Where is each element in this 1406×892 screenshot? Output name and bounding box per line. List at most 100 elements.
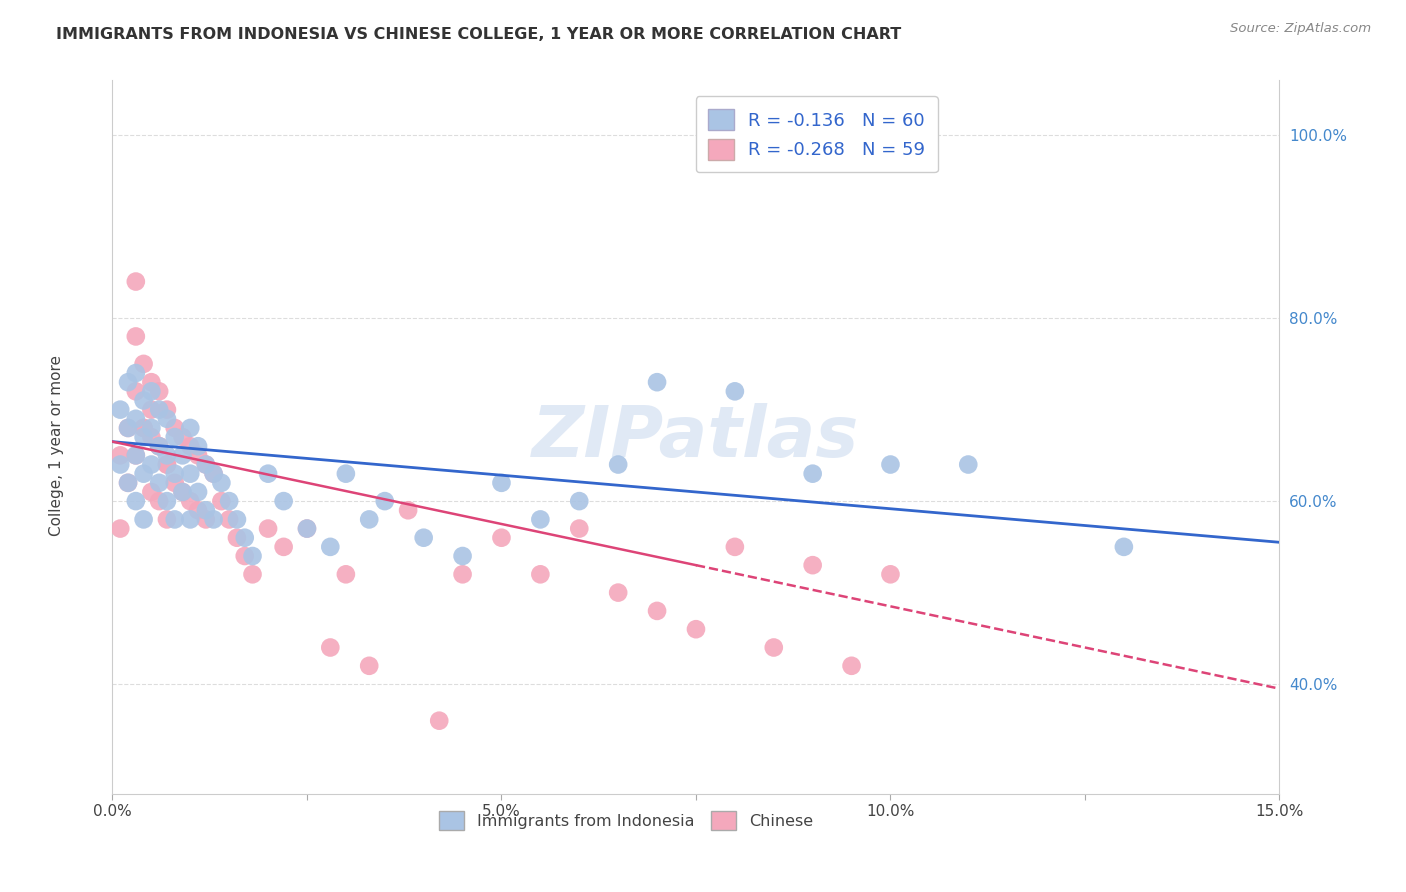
- Point: [156, 402, 179, 417]
- Point: [187, 503, 209, 517]
- Point: [957, 458, 980, 472]
- Point: [141, 485, 163, 500]
- Point: [117, 475, 139, 490]
- Point: [607, 458, 630, 472]
- Point: [194, 503, 217, 517]
- Point: [132, 467, 155, 481]
- Point: [156, 494, 179, 508]
- Point: [194, 512, 217, 526]
- Point: [156, 512, 179, 526]
- Point: [141, 421, 163, 435]
- Point: [125, 411, 148, 425]
- Point: [163, 430, 186, 444]
- Point: [125, 366, 148, 380]
- Point: [491, 475, 513, 490]
- Point: [179, 421, 201, 435]
- Point: [141, 430, 163, 444]
- Point: [172, 449, 194, 463]
- Point: [226, 512, 249, 526]
- Text: IMMIGRANTS FROM INDONESIA VS CHINESE COLLEGE, 1 YEAR OR MORE CORRELATION CHART: IMMIGRANTS FROM INDONESIA VS CHINESE COL…: [56, 27, 901, 42]
- Point: [218, 494, 240, 508]
- Point: [242, 567, 264, 582]
- Text: College, 1 year or more: College, 1 year or more: [49, 356, 63, 536]
- Point: [132, 357, 155, 371]
- Point: [359, 658, 381, 673]
- Point: [148, 439, 170, 453]
- Point: [257, 467, 280, 481]
- Legend: Immigrants from Indonesia, Chinese: Immigrants from Indonesia, Chinese: [429, 802, 823, 839]
- Point: [319, 640, 342, 655]
- Point: [132, 512, 155, 526]
- Point: [163, 512, 186, 526]
- Point: [172, 485, 194, 500]
- Point: [148, 439, 170, 453]
- Point: [117, 421, 139, 435]
- Point: [141, 384, 163, 399]
- Point: [156, 449, 179, 463]
- Text: Source: ZipAtlas.com: Source: ZipAtlas.com: [1230, 22, 1371, 36]
- Point: [148, 475, 170, 490]
- Point: [187, 439, 209, 453]
- Point: [179, 512, 201, 526]
- Point: [218, 512, 240, 526]
- Point: [194, 458, 217, 472]
- Point: [148, 494, 170, 508]
- Point: [879, 567, 901, 582]
- Point: [427, 714, 450, 728]
- Point: [117, 375, 139, 389]
- Point: [233, 549, 256, 563]
- Point: [209, 494, 232, 508]
- Point: [172, 430, 194, 444]
- Point: [163, 467, 186, 481]
- Point: [125, 275, 148, 289]
- Point: [257, 522, 280, 536]
- Point: [568, 494, 591, 508]
- Point: [125, 494, 148, 508]
- Point: [202, 512, 225, 526]
- Point: [295, 522, 318, 536]
- Point: [132, 421, 155, 435]
- Point: [148, 384, 170, 399]
- Point: [141, 375, 163, 389]
- Point: [156, 411, 179, 425]
- Point: [163, 421, 186, 435]
- Point: [110, 402, 132, 417]
- Point: [724, 540, 747, 554]
- Point: [762, 640, 785, 655]
- Point: [879, 458, 901, 472]
- Point: [233, 531, 256, 545]
- Point: [172, 485, 194, 500]
- Point: [841, 658, 863, 673]
- Point: [374, 494, 396, 508]
- Point: [273, 540, 295, 554]
- Point: [202, 467, 225, 481]
- Point: [110, 449, 132, 463]
- Point: [125, 449, 148, 463]
- Point: [1112, 540, 1135, 554]
- Point: [141, 458, 163, 472]
- Point: [335, 567, 357, 582]
- Point: [125, 384, 148, 399]
- Point: [209, 475, 232, 490]
- Point: [117, 421, 139, 435]
- Point: [110, 458, 132, 472]
- Point: [187, 485, 209, 500]
- Point: [242, 549, 264, 563]
- Point: [125, 449, 148, 463]
- Point: [148, 402, 170, 417]
- Point: [125, 329, 148, 343]
- Point: [451, 567, 474, 582]
- Point: [156, 458, 179, 472]
- Point: [801, 467, 824, 481]
- Point: [801, 558, 824, 573]
- Point: [568, 522, 591, 536]
- Text: ZIPatlas: ZIPatlas: [533, 402, 859, 472]
- Point: [412, 531, 434, 545]
- Point: [645, 375, 668, 389]
- Point: [141, 402, 163, 417]
- Point: [179, 494, 201, 508]
- Point: [724, 384, 747, 399]
- Point: [202, 467, 225, 481]
- Point: [132, 421, 155, 435]
- Point: [491, 531, 513, 545]
